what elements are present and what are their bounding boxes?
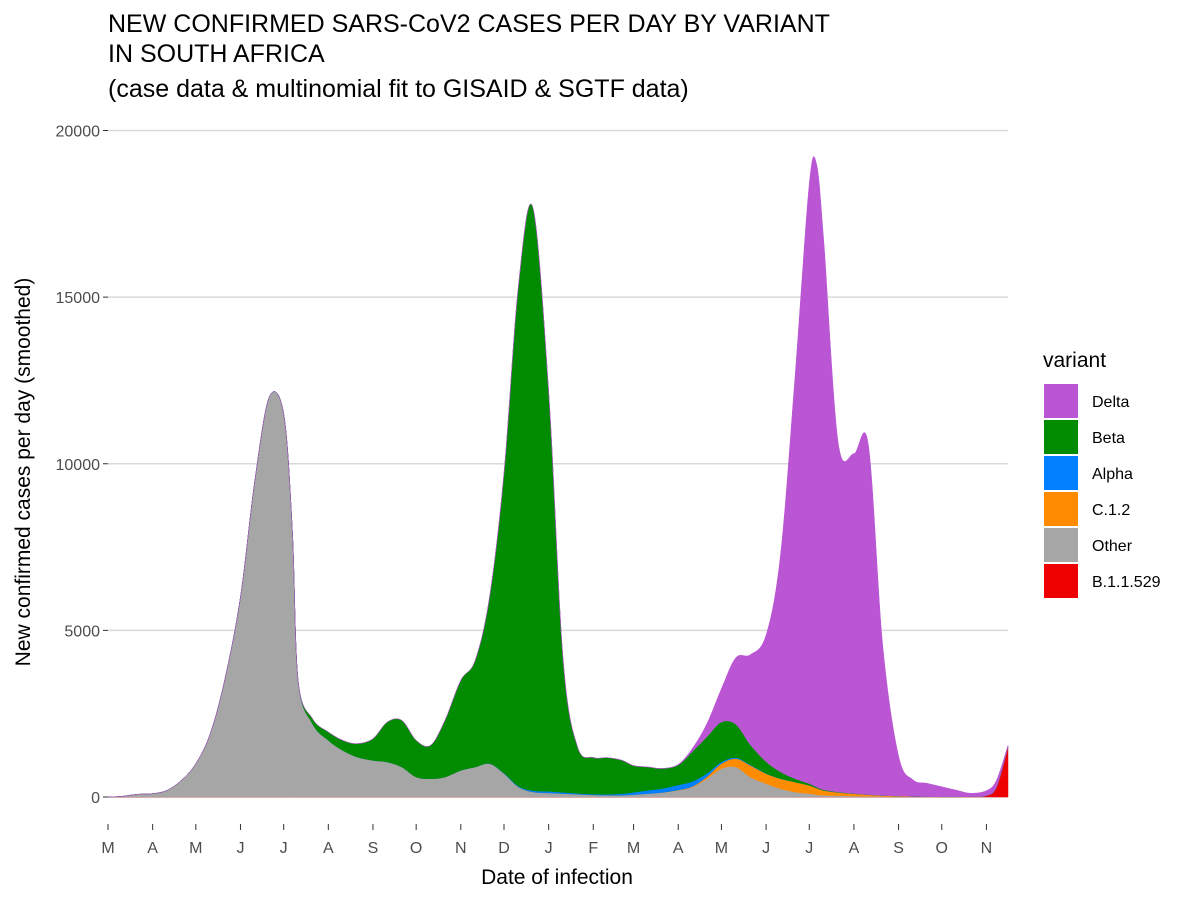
- chart-title-line-2: IN SOUTH AFRICA: [108, 40, 325, 68]
- legend-label-beta: Beta: [1092, 430, 1125, 447]
- legend-label-delta: Delta: [1092, 394, 1129, 411]
- x-tick-label: J: [545, 840, 553, 857]
- legend-label-c-1-2: C.1.2: [1092, 502, 1130, 519]
- x-tick-label: J: [805, 840, 813, 857]
- x-tick-label: M: [627, 840, 640, 857]
- x-tick-label: S: [893, 840, 904, 857]
- legend-swatch-alpha: [1044, 456, 1078, 490]
- y-tick-label: 15000: [56, 290, 101, 307]
- x-tick-label: J: [236, 840, 244, 857]
- legend: variant Delta Beta Alpha C.1.2 Other B.1.1.52…: [1043, 349, 1161, 598]
- legend-label-alpha: Alpha: [1092, 466, 1133, 483]
- x-tick-label: N: [455, 840, 467, 857]
- x-tick-label: A: [673, 840, 684, 857]
- chart-title: NEW CONFIRMED SARS-CoV2 CASES PER DAY BY…: [108, 10, 830, 103]
- x-tick-label: M: [189, 840, 202, 857]
- y-tick-label: 20000: [56, 124, 101, 141]
- x-tick-label: J: [762, 840, 770, 857]
- chart-title-line-1: NEW CONFIRMED SARS-CoV2 CASES PER DAY BY…: [108, 10, 830, 38]
- y-axis: 0 5000 10000 15000 20000: [56, 124, 108, 807]
- x-tick-label: M: [101, 840, 114, 857]
- legend-swatch-delta: [1044, 384, 1078, 418]
- legend-swatch-b-1-1-529: [1044, 564, 1078, 598]
- x-tick-label: F: [588, 840, 598, 857]
- x-tick-label: J: [280, 840, 288, 857]
- series-areas: [107, 156, 1009, 798]
- y-tick-label: 0: [91, 790, 100, 807]
- x-tick-label: N: [981, 840, 993, 857]
- chart-title-line-3: (case data & multinomial fit to GISAID &…: [108, 75, 689, 103]
- legend-label-other: Other: [1092, 538, 1133, 555]
- legend-swatch-c-1-2: [1044, 492, 1078, 526]
- y-tick-label: 5000: [64, 623, 100, 640]
- legend-title: variant: [1043, 349, 1106, 372]
- y-tick-label: 10000: [56, 457, 101, 474]
- x-tick-label: A: [849, 840, 860, 857]
- x-tick-label: A: [323, 840, 334, 857]
- legend-swatch-beta: [1044, 420, 1078, 454]
- x-tick-label: A: [147, 840, 158, 857]
- legend-swatch-other: [1044, 528, 1078, 562]
- legend-label-b-1-1-529: B.1.1.529: [1092, 574, 1161, 591]
- x-axis-title: Date of infection: [481, 866, 633, 889]
- x-tick-label: S: [368, 840, 379, 857]
- x-tick-label: M: [715, 840, 728, 857]
- y-axis-title: New confirmed cases per day (smoothed): [12, 278, 35, 667]
- x-tick-label: O: [410, 840, 422, 857]
- area-delta: [107, 156, 1009, 798]
- x-tick-label: O: [936, 840, 948, 857]
- x-tick-label: D: [498, 840, 510, 857]
